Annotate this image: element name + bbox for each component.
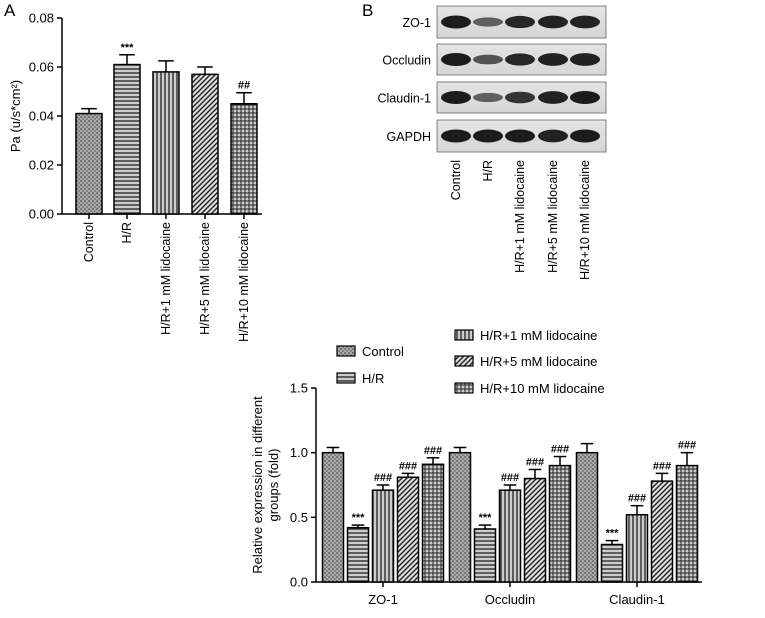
blot-band	[538, 15, 568, 29]
legend-label: Control	[362, 344, 404, 359]
x-tick-label: Control	[82, 222, 96, 262]
significance-label: ***	[121, 42, 135, 54]
bar	[191, 73, 219, 215]
y-tick-label: 0.06	[29, 60, 54, 75]
y-tick-label: 0.5	[290, 510, 308, 525]
western-blot: ZO-1 Occludin Claudin-1 GAPDH Control H/R H/R+…	[377, 5, 607, 280]
blot-lane-label: Control	[449, 160, 463, 200]
significance-label: ###	[526, 456, 544, 468]
blot-row-label: Occludin	[382, 54, 431, 68]
x-tick-label: H/R+5 mM lidocaine	[198, 222, 212, 335]
significance-label: ##	[238, 80, 250, 92]
significance-label: ###	[374, 472, 392, 484]
blot-row-label: ZO-1	[403, 16, 432, 30]
bar	[396, 476, 420, 583]
x-tick-label: H/R+10 mM lidocaine	[237, 222, 251, 342]
y-tick-label: 0.0	[290, 575, 308, 590]
blot-band	[441, 129, 471, 143]
blot-band	[505, 129, 535, 143]
legend-swatch	[454, 382, 474, 394]
y-axis-label: Pa (u/s*cm²)	[8, 80, 23, 152]
y-tick-label: 0.02	[29, 158, 54, 173]
bar	[548, 464, 572, 583]
bar	[152, 71, 180, 215]
blot-band	[538, 53, 568, 66]
bar	[371, 489, 395, 583]
blot-band	[473, 17, 503, 27]
bar	[523, 477, 547, 583]
blot-lane-label: H/R	[481, 160, 495, 182]
blot-band	[441, 15, 471, 29]
blot-band	[570, 53, 600, 66]
blot-band	[505, 91, 535, 104]
significance-label: ###	[399, 460, 417, 472]
bar	[575, 451, 599, 583]
bar	[113, 63, 141, 215]
y-tick-label: 0.08	[29, 11, 54, 26]
bar	[75, 112, 103, 215]
blot-lane-label: H/R+1 mM lidocaine	[513, 160, 527, 273]
y-axis-label: groups (fold)	[266, 449, 281, 522]
y-tick-label: 1.0	[290, 445, 308, 460]
blot-row-label: Claudin-1	[377, 92, 431, 106]
significance-label: ###	[678, 440, 696, 452]
blot-band	[441, 53, 471, 66]
blot-band	[570, 91, 600, 104]
x-tick-label: Occludin	[485, 592, 536, 607]
blot-band	[570, 15, 600, 29]
significance-label: ###	[653, 460, 671, 472]
significance-label: ###	[551, 444, 569, 456]
y-tick-label: 0.04	[29, 109, 54, 124]
legend-label: H/R+10 mM lidocaine	[480, 381, 605, 396]
legend-label: H/R+5 mM lidocaine	[480, 354, 597, 369]
significance-label: ###	[628, 493, 646, 505]
blot-band	[473, 92, 503, 103]
bar	[448, 451, 472, 583]
bar	[625, 513, 649, 583]
bar	[346, 526, 370, 583]
blot-lane-label: H/R+10 mM lidocaine	[578, 160, 592, 280]
bar	[321, 451, 345, 583]
y-axis-label: Relative expression in different	[250, 396, 265, 574]
blot-band	[505, 53, 535, 66]
blot-row-label: GAPDH	[387, 130, 431, 144]
blot-band	[473, 129, 503, 143]
blot-band	[570, 129, 600, 143]
blot-band	[441, 91, 471, 104]
legend-swatch	[454, 329, 474, 341]
legend-swatch	[336, 345, 356, 357]
x-tick-label: ZO-1	[368, 592, 398, 607]
x-tick-label: H/R+1 mM lidocaine	[159, 222, 173, 335]
y-tick-label: 0.00	[29, 207, 54, 222]
panel-label: A	[4, 1, 16, 20]
y-tick-label: 1.5	[290, 381, 308, 396]
bar	[650, 480, 674, 583]
significance-label: ###	[424, 445, 442, 457]
bar	[675, 464, 699, 583]
legend-label: H/R	[362, 371, 384, 386]
panel-label: B	[362, 1, 373, 20]
x-tick-label: Claudin-1	[609, 592, 665, 607]
legend-swatch	[336, 372, 356, 384]
bar	[473, 528, 497, 583]
blot-band	[473, 54, 503, 65]
bar	[498, 489, 522, 583]
bar	[230, 103, 258, 215]
blot-lane-label: H/R+5 mM lidocaine	[546, 160, 560, 273]
x-tick-label: H/R	[120, 222, 134, 244]
legend-label: H/R+1 mM lidocaine	[480, 328, 597, 343]
blot-band	[538, 91, 568, 104]
legend-swatch	[454, 355, 474, 367]
bar	[600, 543, 624, 583]
significance-label: ***	[352, 512, 366, 524]
bar	[421, 463, 445, 583]
blot-band	[505, 15, 535, 29]
significance-label: ###	[501, 472, 519, 484]
blot-band	[538, 129, 568, 143]
significance-label: ***	[606, 528, 620, 540]
significance-label: ***	[479, 512, 493, 524]
